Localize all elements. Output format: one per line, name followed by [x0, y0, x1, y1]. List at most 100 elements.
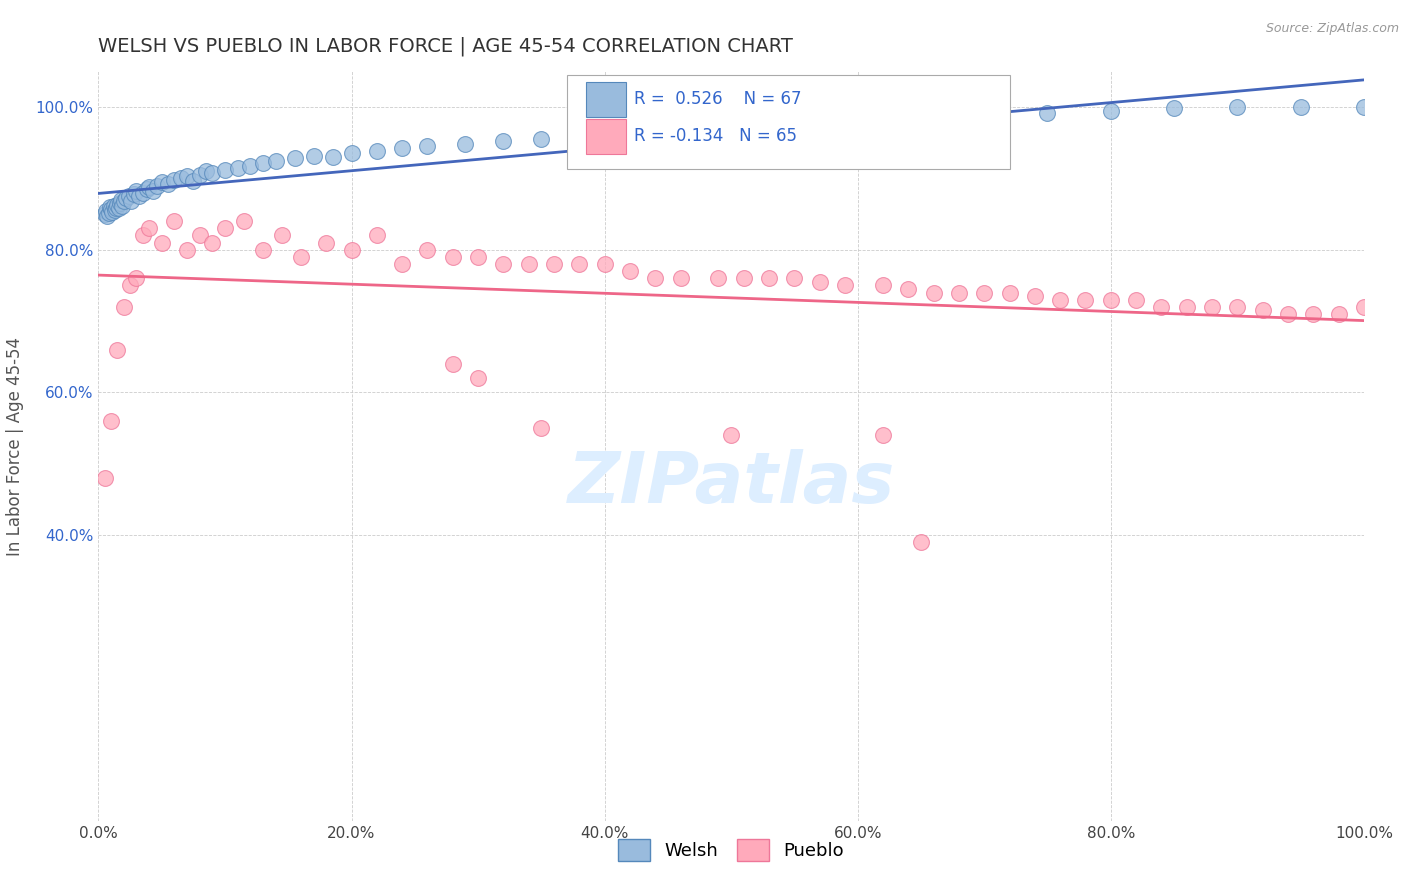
- Point: [201, 235, 224, 250]
- Point: [517, 257, 540, 271]
- Point: [1049, 293, 1071, 307]
- Point: [128, 188, 150, 202]
- Point: [1226, 100, 1249, 114]
- Point: [138, 221, 160, 235]
- Point: [188, 228, 211, 243]
- Point: [138, 180, 160, 194]
- Point: [441, 357, 464, 371]
- Point: [125, 271, 148, 285]
- Point: [122, 187, 145, 202]
- Point: [321, 150, 344, 164]
- Point: [214, 162, 236, 177]
- Point: [1226, 300, 1249, 314]
- Point: [1289, 100, 1312, 114]
- Point: [132, 186, 155, 200]
- Point: [1353, 100, 1375, 114]
- Point: [530, 132, 553, 146]
- Point: [188, 168, 211, 182]
- Point: [107, 343, 129, 357]
- Point: [110, 193, 132, 207]
- Point: [1175, 300, 1198, 314]
- Point: [93, 471, 117, 485]
- Point: [150, 235, 173, 250]
- Point: [568, 130, 591, 145]
- Point: [1353, 300, 1375, 314]
- Point: [783, 271, 806, 285]
- Legend: Welsh, Pueblo: Welsh, Pueblo: [610, 831, 852, 868]
- Point: [1163, 102, 1185, 116]
- Point: [948, 285, 970, 300]
- Point: [492, 257, 515, 271]
- Point: [454, 137, 477, 152]
- Point: [104, 202, 127, 217]
- Point: [391, 257, 413, 271]
- Point: [112, 300, 135, 314]
- Point: [834, 278, 856, 293]
- Point: [922, 111, 945, 125]
- Point: [93, 207, 117, 221]
- Point: [1201, 300, 1223, 314]
- Point: [366, 145, 388, 159]
- Point: [284, 152, 307, 166]
- Point: [543, 257, 565, 271]
- Point: [644, 271, 666, 285]
- Point: [107, 198, 129, 212]
- Point: [302, 148, 325, 162]
- Point: [270, 228, 294, 243]
- Point: [105, 201, 128, 215]
- Point: [120, 278, 141, 293]
- Point: [695, 123, 717, 137]
- Point: [1277, 307, 1299, 321]
- Point: [97, 205, 120, 219]
- Point: [657, 125, 679, 139]
- Point: [115, 191, 138, 205]
- Point: [1024, 289, 1046, 303]
- Point: [252, 243, 274, 257]
- Point: [821, 116, 844, 130]
- Point: [101, 205, 124, 219]
- Point: [169, 171, 191, 186]
- Point: [112, 194, 135, 209]
- Point: [897, 282, 920, 296]
- Text: ZIPatlas: ZIPatlas: [568, 449, 894, 518]
- Text: R =  0.526    N = 67: R = 0.526 N = 67: [634, 90, 801, 108]
- Point: [973, 109, 995, 123]
- Point: [998, 285, 1021, 300]
- Point: [366, 228, 388, 243]
- Point: [872, 112, 894, 127]
- Point: [340, 146, 363, 161]
- Point: [226, 161, 249, 175]
- Point: [1074, 293, 1097, 307]
- Point: [416, 139, 439, 153]
- Point: [132, 228, 155, 243]
- Point: [441, 250, 464, 264]
- Point: [201, 166, 224, 180]
- Point: [467, 371, 489, 385]
- Point: [163, 214, 186, 228]
- Point: [872, 428, 894, 442]
- Point: [593, 257, 616, 271]
- Point: [1251, 303, 1274, 318]
- Y-axis label: In Labor Force | Age 45-54: In Labor Force | Age 45-54: [7, 336, 24, 556]
- FancyBboxPatch shape: [585, 120, 626, 153]
- Point: [264, 153, 287, 168]
- Point: [142, 184, 165, 198]
- Point: [733, 271, 755, 285]
- Point: [530, 421, 553, 435]
- Point: [1150, 300, 1173, 314]
- Point: [606, 127, 628, 141]
- FancyBboxPatch shape: [567, 75, 1010, 169]
- Point: [1099, 103, 1122, 118]
- Point: [108, 196, 131, 211]
- Point: [733, 120, 755, 134]
- Point: [416, 243, 439, 257]
- Text: R = -0.134   N = 65: R = -0.134 N = 65: [634, 128, 797, 145]
- Point: [492, 134, 515, 148]
- Point: [125, 184, 148, 198]
- Point: [1125, 293, 1147, 307]
- Point: [922, 285, 945, 300]
- Point: [163, 173, 186, 187]
- Point: [1302, 307, 1324, 321]
- Text: WELSH VS PUEBLO IN LABOR FORCE | AGE 45-54 CORRELATION CHART: WELSH VS PUEBLO IN LABOR FORCE | AGE 45-…: [98, 37, 793, 56]
- Point: [872, 278, 894, 293]
